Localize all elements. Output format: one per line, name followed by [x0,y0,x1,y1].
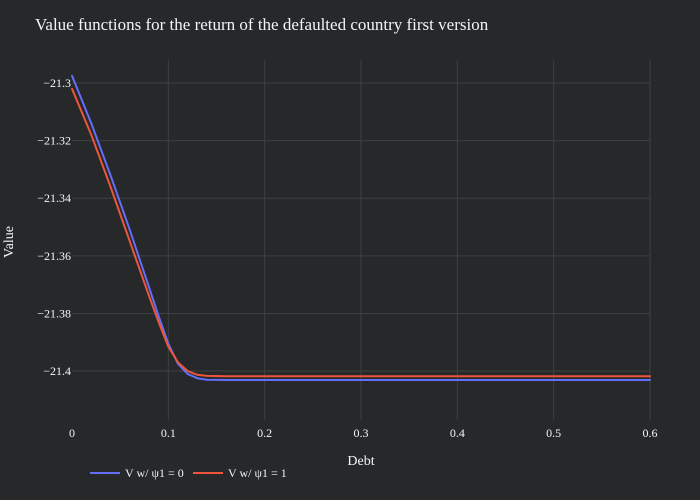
x-tick-label: 0.6 [643,426,658,440]
series-line-1 [71,74,651,381]
y-axis-ticks: −21.3 −21.32 −21.34 −21.36 −21.38 −21.4 [37,76,71,378]
legend-item-2[interactable]: V w/ ψ1 = 1 [193,466,287,480]
y-tick-label: −21.36 [37,249,71,263]
series-line-2 [71,87,651,378]
grid [72,60,651,420]
x-tick-label: 0 [69,426,75,440]
chart-title: Value functions for the return of the de… [35,15,489,34]
x-tick-label: 0.1 [161,426,176,440]
x-axis-ticks: 0 0.1 0.2 0.3 0.4 0.5 0.6 [69,426,658,440]
legend-item-1[interactable]: V w/ ψ1 = 0 [90,466,184,480]
x-axis-title: Debt [347,454,374,469]
series-layer [71,74,651,381]
x-tick-label: 0.4 [450,426,465,440]
y-tick-label: −21.38 [37,306,71,320]
y-tick-label: −21.4 [43,364,71,378]
x-tick-label: 0.3 [354,426,369,440]
x-tick-label: 0.2 [257,426,272,440]
y-tick-label: −21.34 [37,191,71,205]
legend-label: V w/ ψ1 = 0 [125,466,184,480]
x-tick-label: 0.5 [546,426,561,440]
legend-label: V w/ ψ1 = 1 [228,466,287,480]
y-axis-title: Value [2,226,17,258]
y-tick-label: −21.3 [43,76,71,90]
y-tick-label: −21.32 [37,134,71,148]
legend[interactable]: V w/ ψ1 = 0 V w/ ψ1 = 1 [90,466,287,480]
